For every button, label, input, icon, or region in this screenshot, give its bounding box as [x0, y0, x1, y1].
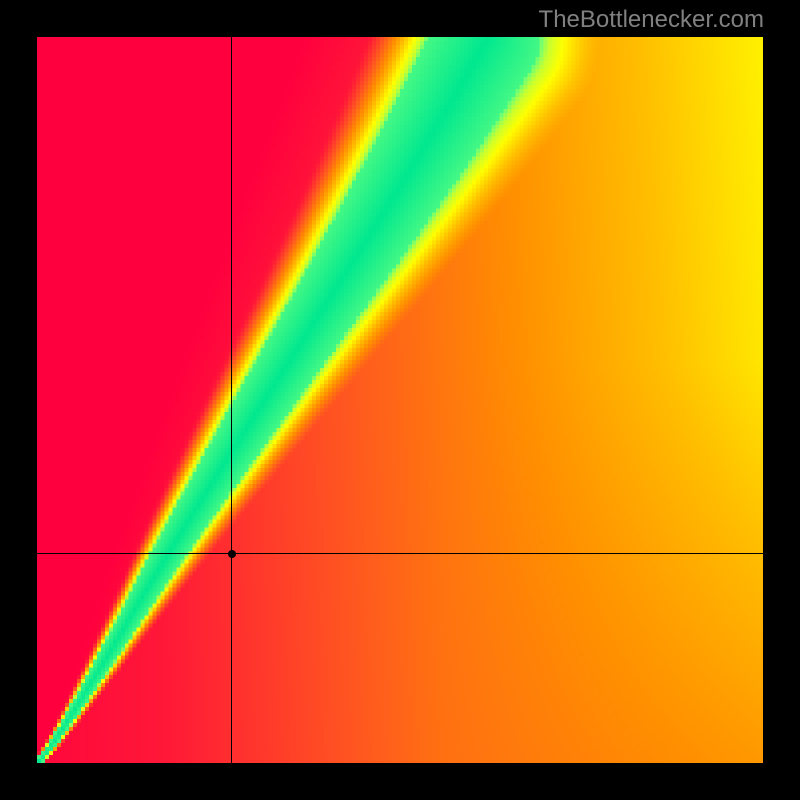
watermark-text: TheBottlenecker.com — [539, 6, 764, 34]
crosshair-marker — [228, 550, 236, 558]
chart-container: TheBottlenecker.com — [0, 0, 800, 800]
heatmap-field — [37, 37, 763, 763]
crosshair-vertical — [231, 37, 232, 763]
crosshair-horizontal — [37, 553, 763, 554]
